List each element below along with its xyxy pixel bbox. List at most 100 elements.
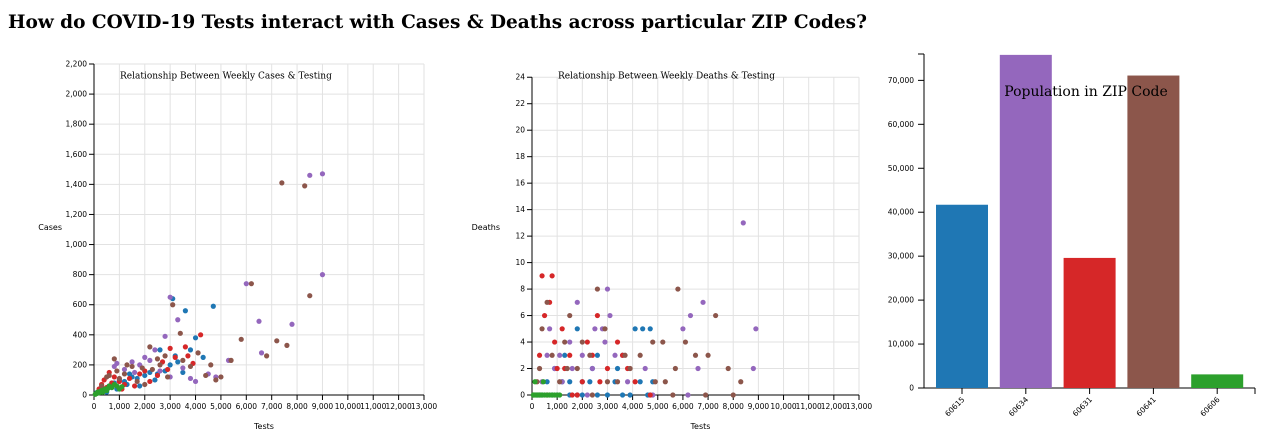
y-tick-label: 60,000 (888, 120, 914, 129)
y-tick-label: 0 (82, 391, 87, 400)
y-tick-label: 12 (515, 232, 525, 241)
data-point (302, 183, 308, 189)
data-point (750, 365, 756, 372)
data-point (124, 362, 130, 368)
y-tick-label: 40,000 (888, 208, 914, 217)
data-point (662, 379, 668, 385)
data-point (725, 365, 731, 372)
data-point (111, 356, 117, 362)
data-point (594, 286, 601, 292)
y-tick-label: 1,600 (66, 150, 88, 159)
data-point (579, 352, 585, 358)
x-tick-label: 13,000 (411, 402, 437, 411)
data-point (139, 365, 145, 371)
data-point (687, 312, 694, 319)
data-point (200, 354, 206, 360)
y-tick-label: 10 (515, 258, 525, 267)
y-tick-label: 1,000 (66, 240, 88, 249)
y-axis-label: Cases (38, 223, 62, 232)
data-point (106, 372, 112, 379)
data-point (602, 339, 608, 345)
y-tick-label: 0 (520, 391, 525, 400)
data-point (562, 339, 568, 345)
data-point (132, 369, 138, 376)
scatter-series-red (536, 273, 653, 398)
data-point (564, 365, 570, 372)
data-point (730, 392, 736, 398)
data-point (647, 392, 653, 398)
data-point (157, 362, 163, 368)
data-point (567, 339, 573, 345)
data-point (675, 286, 681, 292)
y-tick-label: 8 (520, 285, 525, 294)
data-point (569, 365, 575, 372)
x-tick-label: 3,000 (159, 402, 181, 411)
data-point (604, 379, 611, 385)
x-tick-label: 3,000 (597, 402, 619, 411)
data-point (612, 352, 618, 358)
data-point (165, 374, 171, 380)
y-tick-label: 1,200 (66, 210, 88, 219)
data-point (557, 352, 563, 358)
data-point (175, 359, 181, 365)
x-tick-label: 10,000 (770, 402, 796, 411)
x-tick-label: 2,000 (572, 402, 594, 411)
data-point (539, 326, 545, 332)
data-point (167, 294, 173, 300)
y-tick-label: 20 (515, 126, 525, 135)
x-tick-label: 5,000 (647, 402, 669, 411)
data-point (567, 379, 573, 385)
data-point (187, 363, 194, 370)
x-tick-label: 12,000 (821, 402, 847, 411)
data-point (594, 392, 601, 398)
data-point (167, 362, 173, 368)
data-point (114, 360, 120, 367)
data-point (213, 377, 219, 383)
data-point (592, 326, 598, 332)
data-point (187, 375, 194, 382)
data-point (559, 326, 565, 332)
x-axis-label: Tests (690, 422, 711, 431)
data-point (284, 342, 290, 348)
data-point (182, 344, 188, 350)
data-point (172, 354, 178, 360)
data-point (624, 379, 631, 385)
data-point (99, 389, 105, 395)
data-point (154, 372, 161, 379)
data-point (738, 379, 744, 385)
data-point (544, 379, 550, 385)
data-point (126, 375, 133, 382)
data-point (567, 352, 573, 358)
data-point (319, 171, 326, 177)
data-point (614, 339, 621, 345)
y-tick-label: 50,000 (888, 164, 914, 173)
data-point (129, 359, 135, 365)
data-point (627, 392, 633, 398)
data-point (157, 347, 163, 353)
data-point (660, 339, 666, 345)
y-tick-label: 18 (515, 152, 525, 161)
bar-60631 (1063, 257, 1116, 388)
data-point (307, 172, 313, 178)
data-point (587, 352, 593, 358)
data-point (147, 357, 153, 363)
population-bar-chart: 0 10,000 20,000 30,000 40,000 50,000 60,000 70,… (888, 53, 1256, 418)
data-point (137, 371, 143, 377)
x-tick-label: 60615 (943, 395, 966, 418)
y-tick-label: 2 (520, 364, 525, 373)
data-point (149, 366, 155, 373)
data-point (700, 299, 706, 305)
data-point (170, 302, 176, 308)
scatter-series-green (92, 381, 125, 397)
data-point (307, 293, 313, 299)
data-point (147, 378, 153, 385)
data-point (142, 381, 148, 388)
x-tick-label: 2,000 (134, 402, 156, 411)
scatter-series-green (530, 379, 563, 398)
scatter-series-blue (534, 326, 656, 398)
data-point (258, 350, 265, 356)
data-point (137, 383, 143, 389)
data-point (192, 378, 199, 385)
data-point (157, 368, 163, 374)
bar-60606 (1191, 374, 1244, 388)
